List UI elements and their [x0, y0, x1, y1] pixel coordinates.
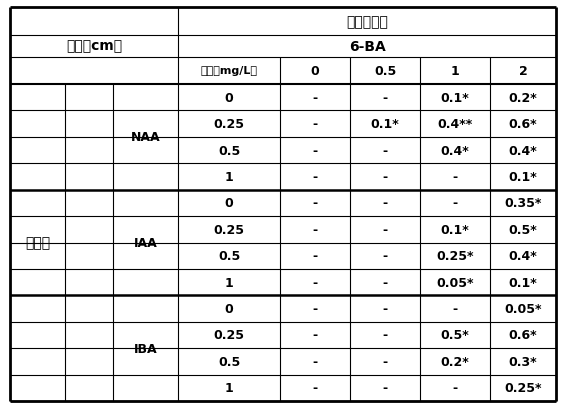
- Text: 0.25: 0.25: [214, 329, 245, 342]
- Text: 0.05*: 0.05*: [504, 302, 542, 315]
- Text: 1: 1: [224, 276, 233, 289]
- Text: -: -: [312, 92, 318, 104]
- Text: IAA: IAA: [134, 236, 157, 249]
- Text: 生长素: 生长素: [25, 236, 50, 250]
- Text: 0: 0: [224, 197, 233, 210]
- Text: 浓度（mg/L）: 浓度（mg/L）: [200, 66, 258, 76]
- Text: 0.4*: 0.4*: [509, 144, 537, 157]
- Text: 0.25: 0.25: [214, 118, 245, 131]
- Text: 0.1*: 0.1*: [440, 92, 469, 104]
- Text: 0.25*: 0.25*: [436, 249, 474, 263]
- Text: 株高（cm）: 株高（cm）: [66, 39, 122, 53]
- Text: 0.35*: 0.35*: [504, 197, 541, 210]
- Text: 0.2*: 0.2*: [440, 355, 469, 368]
- Text: 1: 1: [224, 381, 233, 394]
- Text: NAA: NAA: [131, 131, 160, 144]
- Text: -: -: [312, 118, 318, 131]
- Text: -: -: [312, 276, 318, 289]
- Text: 2: 2: [519, 65, 527, 78]
- Text: 0.1*: 0.1*: [509, 171, 537, 184]
- Text: -: -: [312, 381, 318, 394]
- Text: 0.2*: 0.2*: [509, 92, 537, 104]
- Text: -: -: [312, 302, 318, 315]
- Text: 0.6*: 0.6*: [509, 329, 537, 342]
- Text: 1: 1: [224, 171, 233, 184]
- Text: 6-BA: 6-BA: [349, 40, 385, 54]
- Text: 0.5: 0.5: [374, 65, 396, 78]
- Text: 0.05*: 0.05*: [436, 276, 474, 289]
- Text: -: -: [312, 223, 318, 236]
- Text: 0.1*: 0.1*: [440, 223, 469, 236]
- Text: 0.4*: 0.4*: [509, 249, 537, 263]
- Text: -: -: [312, 144, 318, 157]
- Text: -: -: [382, 197, 387, 210]
- Text: 0.5*: 0.5*: [509, 223, 537, 236]
- Text: -: -: [382, 171, 387, 184]
- Text: 0.5: 0.5: [218, 144, 240, 157]
- Text: -: -: [312, 249, 318, 263]
- Text: -: -: [312, 329, 318, 342]
- Text: 0.25: 0.25: [214, 223, 245, 236]
- Text: 0.6*: 0.6*: [509, 118, 537, 131]
- Text: -: -: [452, 381, 457, 394]
- Text: -: -: [382, 249, 387, 263]
- Text: 0.1*: 0.1*: [371, 118, 399, 131]
- Text: 0.25*: 0.25*: [504, 381, 542, 394]
- Text: -: -: [382, 92, 387, 104]
- Text: 0.5: 0.5: [218, 355, 240, 368]
- Text: 0.1*: 0.1*: [509, 276, 537, 289]
- Text: -: -: [382, 223, 387, 236]
- Text: -: -: [382, 144, 387, 157]
- Text: IBA: IBA: [134, 342, 157, 355]
- Text: 0.5*: 0.5*: [440, 329, 469, 342]
- Text: -: -: [452, 171, 457, 184]
- Text: -: -: [312, 171, 318, 184]
- Text: -: -: [312, 197, 318, 210]
- Text: -: -: [452, 197, 457, 210]
- Text: 0.3*: 0.3*: [509, 355, 537, 368]
- Text: 0.4*: 0.4*: [440, 144, 469, 157]
- Text: -: -: [452, 302, 457, 315]
- Text: -: -: [382, 302, 387, 315]
- Text: 0: 0: [311, 65, 319, 78]
- Text: 0: 0: [224, 302, 233, 315]
- Text: 0.5: 0.5: [218, 249, 240, 263]
- Text: -: -: [312, 355, 318, 368]
- Text: -: -: [382, 381, 387, 394]
- Text: -: -: [382, 276, 387, 289]
- Text: 1: 1: [451, 65, 459, 78]
- Text: -: -: [382, 329, 387, 342]
- Text: -: -: [382, 355, 387, 368]
- Text: 0: 0: [224, 92, 233, 104]
- Text: 细胞分裂素: 细胞分裂素: [346, 15, 388, 29]
- Text: 0.4**: 0.4**: [437, 118, 473, 131]
